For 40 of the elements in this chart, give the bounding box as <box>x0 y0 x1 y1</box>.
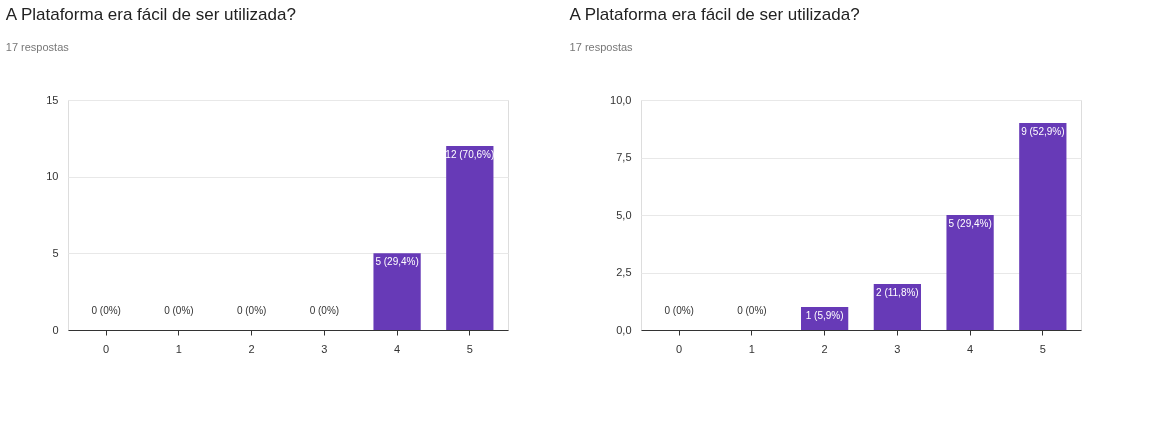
x-tick-label: 3 <box>894 342 901 355</box>
data-label: 0 (0%) <box>737 305 767 316</box>
data-label: 0 (0%) <box>236 305 267 316</box>
bar <box>873 284 921 330</box>
x-tick-label: 4 <box>394 342 401 355</box>
x-tick-label: 3 <box>321 342 328 355</box>
data-label: 5 (29,4%) <box>375 256 419 268</box>
data-label: 2 (11,8%) <box>876 287 919 298</box>
y-tick-label: 2,5 <box>616 266 632 278</box>
x-tick-label: 4 <box>967 342 974 355</box>
data-label: 5 (29,4%) <box>948 218 992 229</box>
y-tick-label: 10,0 <box>610 93 632 106</box>
y-tick-label: 5,0 <box>616 208 632 221</box>
x-tick-label: 0 <box>676 342 683 355</box>
y-tick-label: 7,5 <box>616 151 632 163</box>
x-tick-label: 2 <box>821 342 828 355</box>
data-label: 0 (0%) <box>91 305 121 316</box>
y-tick-label: 5 <box>52 246 59 259</box>
data-label: 0 (0%) <box>309 305 340 316</box>
y-tick-label: 0,0 <box>616 323 632 336</box>
x-tick-label: 1 <box>175 342 182 355</box>
y-tick-label: 15 <box>46 93 59 106</box>
chart-title: A Plataforma era fácil de ser utilizada? <box>569 5 860 24</box>
x-tick-label: 5 <box>466 342 473 355</box>
chart-title: A Plataforma era fácil de ser utilizada? <box>5 5 296 24</box>
data-label: 9 (52,9%) <box>1021 126 1065 137</box>
data-label: 0 (0%) <box>664 305 694 316</box>
data-label: 12 (70,6%) <box>445 149 495 160</box>
data-label: 0 (0%) <box>164 305 194 316</box>
y-tick-label: 0 <box>52 323 59 336</box>
chart-subtitle: 17 respostas <box>569 41 634 53</box>
y-tick-label: 10 <box>46 170 59 183</box>
x-tick-label: 2 <box>248 342 255 355</box>
bar <box>946 215 994 330</box>
data-label: 1 (5,9%) <box>805 310 844 321</box>
chart-subtitle: 17 respostas <box>5 41 70 53</box>
x-tick-label: 1 <box>748 342 755 355</box>
x-tick-label: 0 <box>103 342 110 355</box>
x-tick-label: 5 <box>1039 342 1046 355</box>
bar <box>1019 123 1067 330</box>
